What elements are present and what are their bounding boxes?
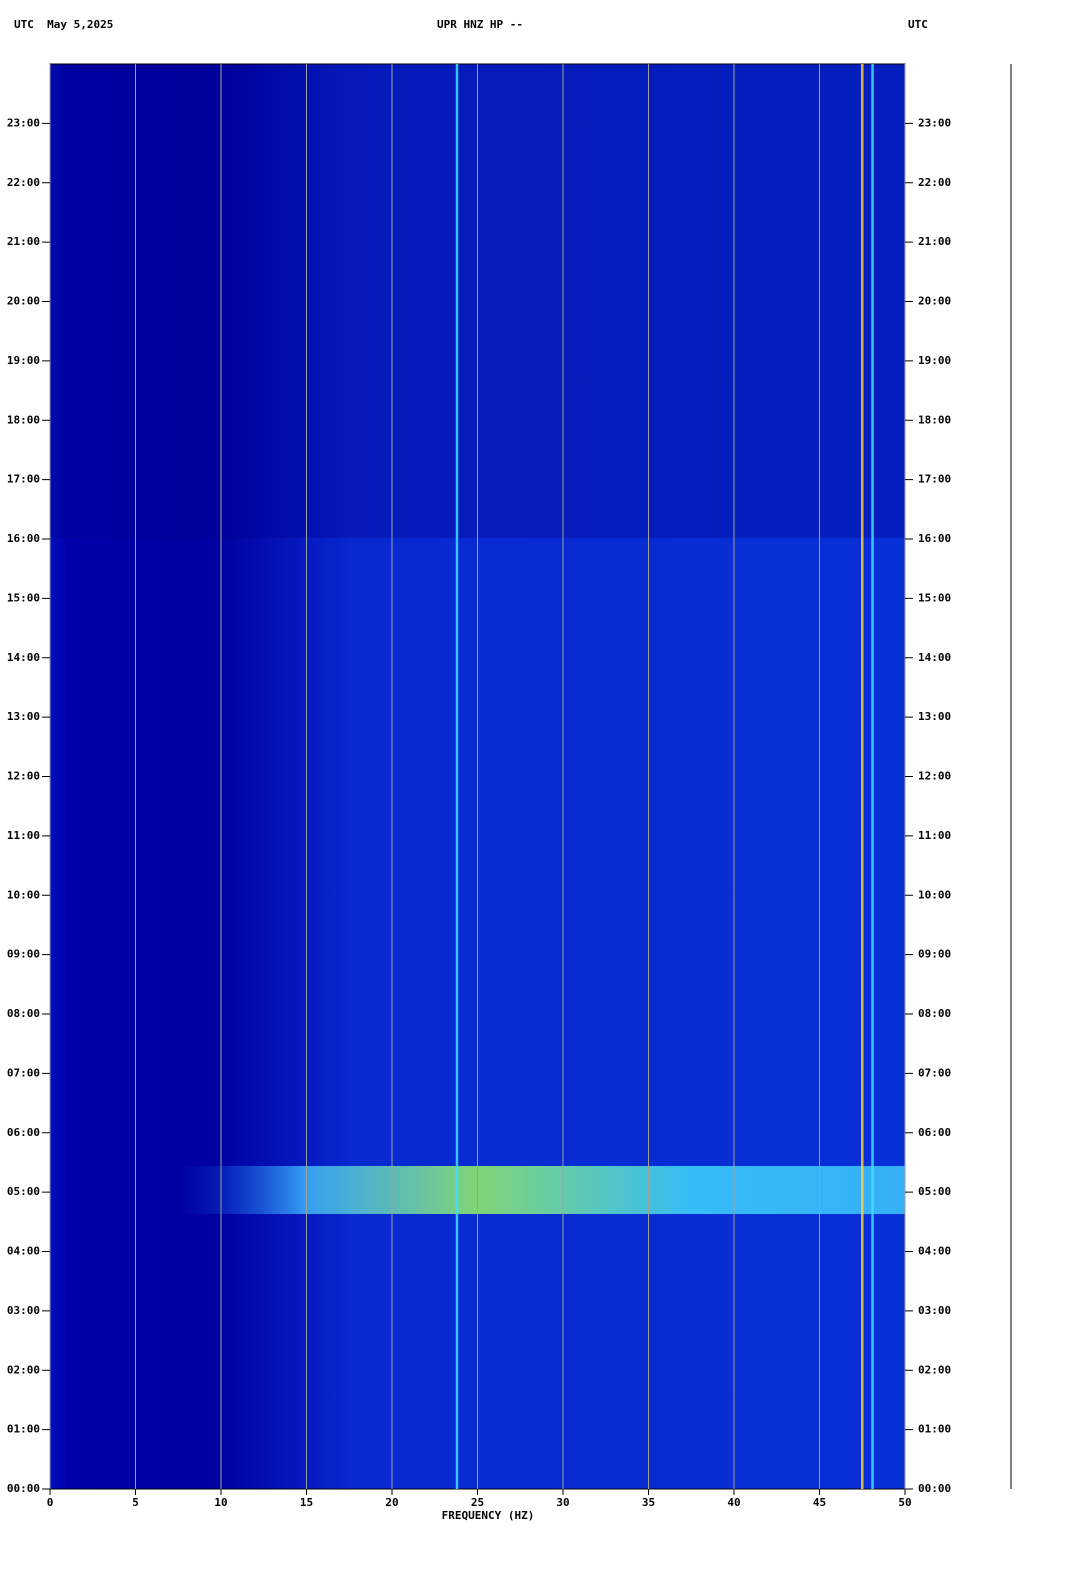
y-tick-label-right: 15:00 (918, 591, 951, 604)
y-tick-label: 00:00 (7, 1482, 40, 1495)
y-tick-label: 22:00 (7, 176, 40, 189)
y-tick-label: 15:00 (7, 591, 40, 604)
y-tick-label: 13:00 (7, 710, 40, 723)
y-tick-label: 10:00 (7, 888, 40, 901)
x-tick-label: 10 (214, 1496, 227, 1509)
y-tick-label: 18:00 (7, 413, 40, 426)
y-tick-label: 02:00 (7, 1363, 40, 1376)
y-tick-label-right: 16:00 (918, 532, 951, 545)
y-tick-label-right: 21:00 (918, 235, 951, 248)
y-tick-label-right: 05:00 (918, 1185, 951, 1198)
y-tick-label-right: 06:00 (918, 1126, 951, 1139)
chart-title: UPR HNZ HP -- (437, 18, 523, 31)
y-tick-label: 16:00 (7, 532, 40, 545)
x-tick-label: 35 (642, 1496, 655, 1509)
y-tick-label: 17:00 (7, 473, 40, 486)
y-tick-label-right: 07:00 (918, 1066, 951, 1079)
y-tick-label: 07:00 (7, 1066, 40, 1079)
x-tick-label: 20 (385, 1496, 398, 1509)
y-tick-label: 23:00 (7, 116, 40, 129)
y-tick-label-right: 11:00 (918, 829, 951, 842)
y-tick-label-right: 00:00 (918, 1482, 951, 1495)
y-tick-label-right: 01:00 (918, 1423, 951, 1436)
y-tick-label-right: 14:00 (918, 651, 951, 664)
y-tick-label-right: 10:00 (918, 888, 951, 901)
y-tick-label-right: 04:00 (918, 1245, 951, 1258)
y-tick-label-right: 18:00 (918, 413, 951, 426)
y-tick-label-right: 17:00 (918, 473, 951, 486)
y-tick-label: 05:00 (7, 1185, 40, 1198)
x-tick-label: 15 (300, 1496, 313, 1509)
y-tick-label-right: 03:00 (918, 1304, 951, 1317)
y-tick-label-right: 12:00 (918, 770, 951, 783)
x-axis-label: FREQUENCY (HZ) (442, 1509, 535, 1522)
y-tick-label: 11:00 (7, 829, 40, 842)
y-tick-label: 09:00 (7, 948, 40, 961)
x-tick-label: 5 (132, 1496, 139, 1509)
right-header: UTC (908, 18, 928, 31)
y-tick-label-right: 09:00 (918, 948, 951, 961)
y-tick-label-right: 08:00 (918, 1007, 951, 1020)
x-tick-label: 40 (727, 1496, 740, 1509)
y-tick-label: 06:00 (7, 1126, 40, 1139)
y-tick-label: 14:00 (7, 651, 40, 664)
y-tick-label: 20:00 (7, 295, 40, 308)
y-tick-label-right: 13:00 (918, 710, 951, 723)
x-tick-label: 25 (471, 1496, 484, 1509)
y-tick-label-right: 23:00 (918, 116, 951, 129)
y-tick-label: 03:00 (7, 1304, 40, 1317)
x-tick-label: 50 (898, 1496, 911, 1509)
x-tick-label: 45 (813, 1496, 826, 1509)
y-tick-label: 08:00 (7, 1007, 40, 1020)
y-tick-label-right: 22:00 (918, 176, 951, 189)
y-tick-label: 12:00 (7, 770, 40, 783)
y-tick-label: 21:00 (7, 235, 40, 248)
y-tick-label: 19:00 (7, 354, 40, 367)
y-tick-label-right: 02:00 (918, 1363, 951, 1376)
x-tick-label: 30 (556, 1496, 569, 1509)
left-header: UTC May 5,2025 (14, 18, 113, 31)
y-tick-label-right: 19:00 (918, 354, 951, 367)
y-tick-label: 04:00 (7, 1245, 40, 1258)
y-tick-label: 01:00 (7, 1423, 40, 1436)
y-tick-label-right: 20:00 (918, 295, 951, 308)
x-tick-label: 0 (47, 1496, 54, 1509)
